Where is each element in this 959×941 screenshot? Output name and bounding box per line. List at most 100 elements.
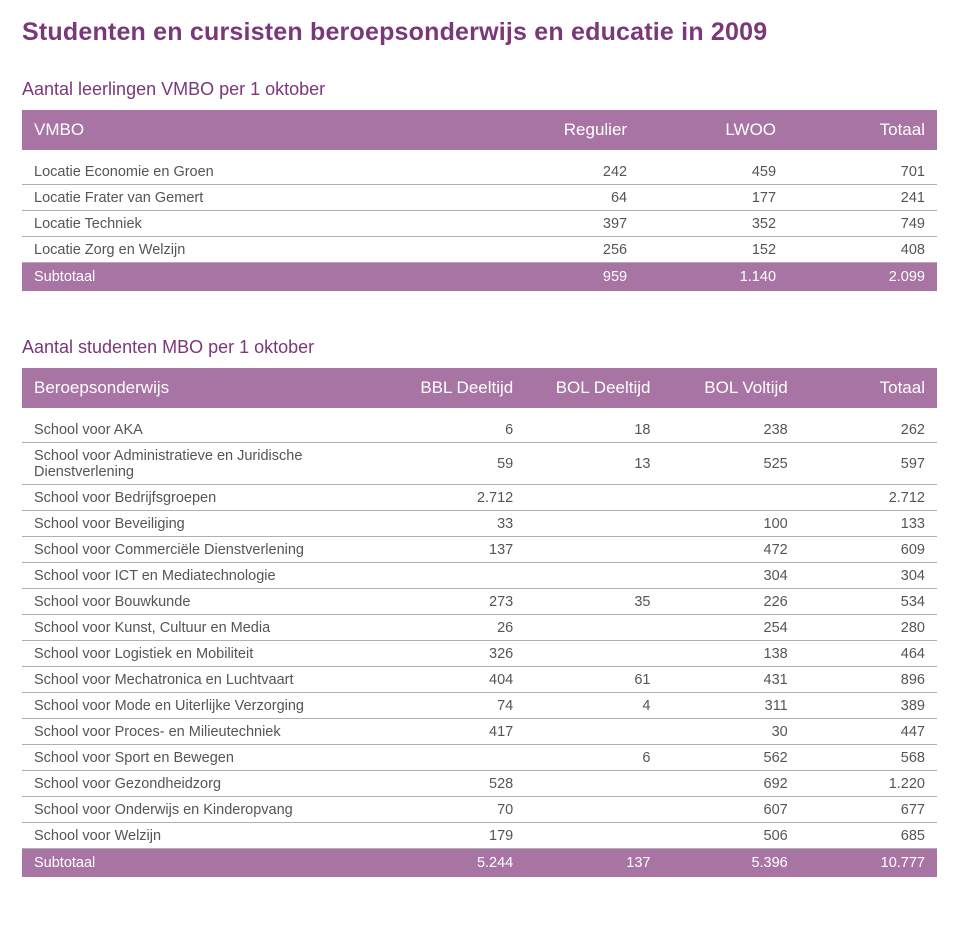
cell xyxy=(388,745,525,771)
cell: 238 xyxy=(663,417,800,443)
cell: 609 xyxy=(800,537,937,563)
cell: 528 xyxy=(388,771,525,797)
table-row: School voor Beveiliging33100133 xyxy=(22,511,937,537)
cell: 137 xyxy=(388,537,525,563)
cell xyxy=(525,563,662,589)
table2-header-row: Beroepsonderwijs BBL Deeltijd BOL Deelti… xyxy=(22,368,937,408)
cell xyxy=(525,537,662,563)
table-row: School voor Welzijn179506685 xyxy=(22,823,937,849)
cell: 179 xyxy=(388,823,525,849)
table-row: School voor Mode en Uiterlijke Verzorgin… xyxy=(22,693,937,719)
table-row: School voor Sport en Bewegen6562568 xyxy=(22,745,937,771)
cell: 59 xyxy=(388,443,525,485)
cell: 326 xyxy=(388,641,525,667)
table-row: School voor Onderwijs en Kinderopvang706… xyxy=(22,797,937,823)
cell: 26 xyxy=(388,615,525,641)
cell: 459 xyxy=(639,159,788,185)
row-label: School voor Administratieve en Juridisch… xyxy=(22,443,388,485)
table-row: Locatie Techniek 397 352 749 xyxy=(22,211,937,237)
row-label: School voor ICT en Mediatechnologie xyxy=(22,563,388,589)
row-label: School voor Mechatronica en Luchtvaart xyxy=(22,667,388,693)
cell: 568 xyxy=(800,745,937,771)
cell: 226 xyxy=(663,589,800,615)
row-label: School voor Beveiliging xyxy=(22,511,388,537)
cell: 5.244 xyxy=(388,849,525,878)
cell: 61 xyxy=(525,667,662,693)
table1-col-0: VMBO xyxy=(22,110,490,150)
row-label: School voor Logistiek en Mobiliteit xyxy=(22,641,388,667)
cell: 397 xyxy=(490,211,639,237)
cell: 100 xyxy=(663,511,800,537)
cell: 431 xyxy=(663,667,800,693)
table-row: School voor AKA618238262 xyxy=(22,417,937,443)
cell xyxy=(525,823,662,849)
cell: 241 xyxy=(788,185,937,211)
page-title: Studenten en cursisten beroepsonderwijs … xyxy=(22,18,937,47)
cell: 685 xyxy=(800,823,937,849)
cell xyxy=(525,641,662,667)
row-label: School voor Proces- en Milieutechniek xyxy=(22,719,388,745)
row-label: School voor Gezondheidzorg xyxy=(22,771,388,797)
cell: 35 xyxy=(525,589,662,615)
cell: 597 xyxy=(800,443,937,485)
table2-col-4: Totaal xyxy=(800,368,937,408)
table-row: School voor Kunst, Cultuur en Media26254… xyxy=(22,615,937,641)
cell: 273 xyxy=(388,589,525,615)
table2-title: Aantal studenten MBO per 1 oktober xyxy=(22,337,937,358)
cell: 562 xyxy=(663,745,800,771)
cell: 256 xyxy=(490,237,639,263)
cell: 177 xyxy=(639,185,788,211)
cell: 1.140 xyxy=(639,263,788,292)
cell: 404 xyxy=(388,667,525,693)
table1-col-1: Regulier xyxy=(490,110,639,150)
cell: 64 xyxy=(490,185,639,211)
table1-title: Aantal leerlingen VMBO per 1 oktober xyxy=(22,79,937,100)
cell: 2.099 xyxy=(788,263,937,292)
cell: 896 xyxy=(800,667,937,693)
cell: 33 xyxy=(388,511,525,537)
cell: 2.712 xyxy=(388,485,525,511)
table2-col-1: BBL Deeltijd xyxy=(388,368,525,408)
cell: 13 xyxy=(525,443,662,485)
cell: 30 xyxy=(663,719,800,745)
table1-col-2: LWOO xyxy=(639,110,788,150)
subtotal-label: Subtotaal xyxy=(22,849,388,878)
cell: 280 xyxy=(800,615,937,641)
table1-header-row: VMBO Regulier LWOO Totaal xyxy=(22,110,937,150)
table-row: School voor Gezondheidzorg5286921.220 xyxy=(22,771,937,797)
cell: 138 xyxy=(663,641,800,667)
table-row: School voor Proces- en Milieutechniek417… xyxy=(22,719,937,745)
row-label: School voor AKA xyxy=(22,417,388,443)
cell xyxy=(525,719,662,745)
table-row: Locatie Frater van Gemert 64 177 241 xyxy=(22,185,937,211)
cell: 6 xyxy=(388,417,525,443)
table-row: Locatie Economie en Groen 242 459 701 xyxy=(22,159,937,185)
table-row: School voor Bedrijfsgroepen2.7122.712 xyxy=(22,485,937,511)
row-label: Locatie Techniek xyxy=(22,211,490,237)
cell: 1.220 xyxy=(800,771,937,797)
row-label: Locatie Economie en Groen xyxy=(22,159,490,185)
table1-subtotal-row: Subtotaal 959 1.140 2.099 xyxy=(22,263,937,292)
row-label: School voor Mode en Uiterlijke Verzorgin… xyxy=(22,693,388,719)
row-label: School voor Bedrijfsgroepen xyxy=(22,485,388,511)
row-label: School voor Kunst, Cultuur en Media xyxy=(22,615,388,641)
row-label: School voor Bouwkunde xyxy=(22,589,388,615)
table-row: Locatie Zorg en Welzijn 256 152 408 xyxy=(22,237,937,263)
cell: 304 xyxy=(800,563,937,589)
cell: 304 xyxy=(663,563,800,589)
table-mbo: Beroepsonderwijs BBL Deeltijd BOL Deelti… xyxy=(22,368,937,877)
cell: 534 xyxy=(800,589,937,615)
table-row: School voor ICT en Mediatechnologie 30430… xyxy=(22,563,937,589)
cell: 389 xyxy=(800,693,937,719)
cell xyxy=(525,615,662,641)
table-vmbo: VMBO Regulier LWOO Totaal Locatie Econom… xyxy=(22,110,937,291)
cell xyxy=(525,511,662,537)
cell: 4 xyxy=(525,693,662,719)
table-row: School voor Mechatronica en Luchtvaart40… xyxy=(22,667,937,693)
cell: 352 xyxy=(639,211,788,237)
table1-col-3: Totaal xyxy=(788,110,937,150)
cell: 74 xyxy=(388,693,525,719)
cell: 607 xyxy=(663,797,800,823)
cell: 408 xyxy=(788,237,937,263)
cell: 677 xyxy=(800,797,937,823)
